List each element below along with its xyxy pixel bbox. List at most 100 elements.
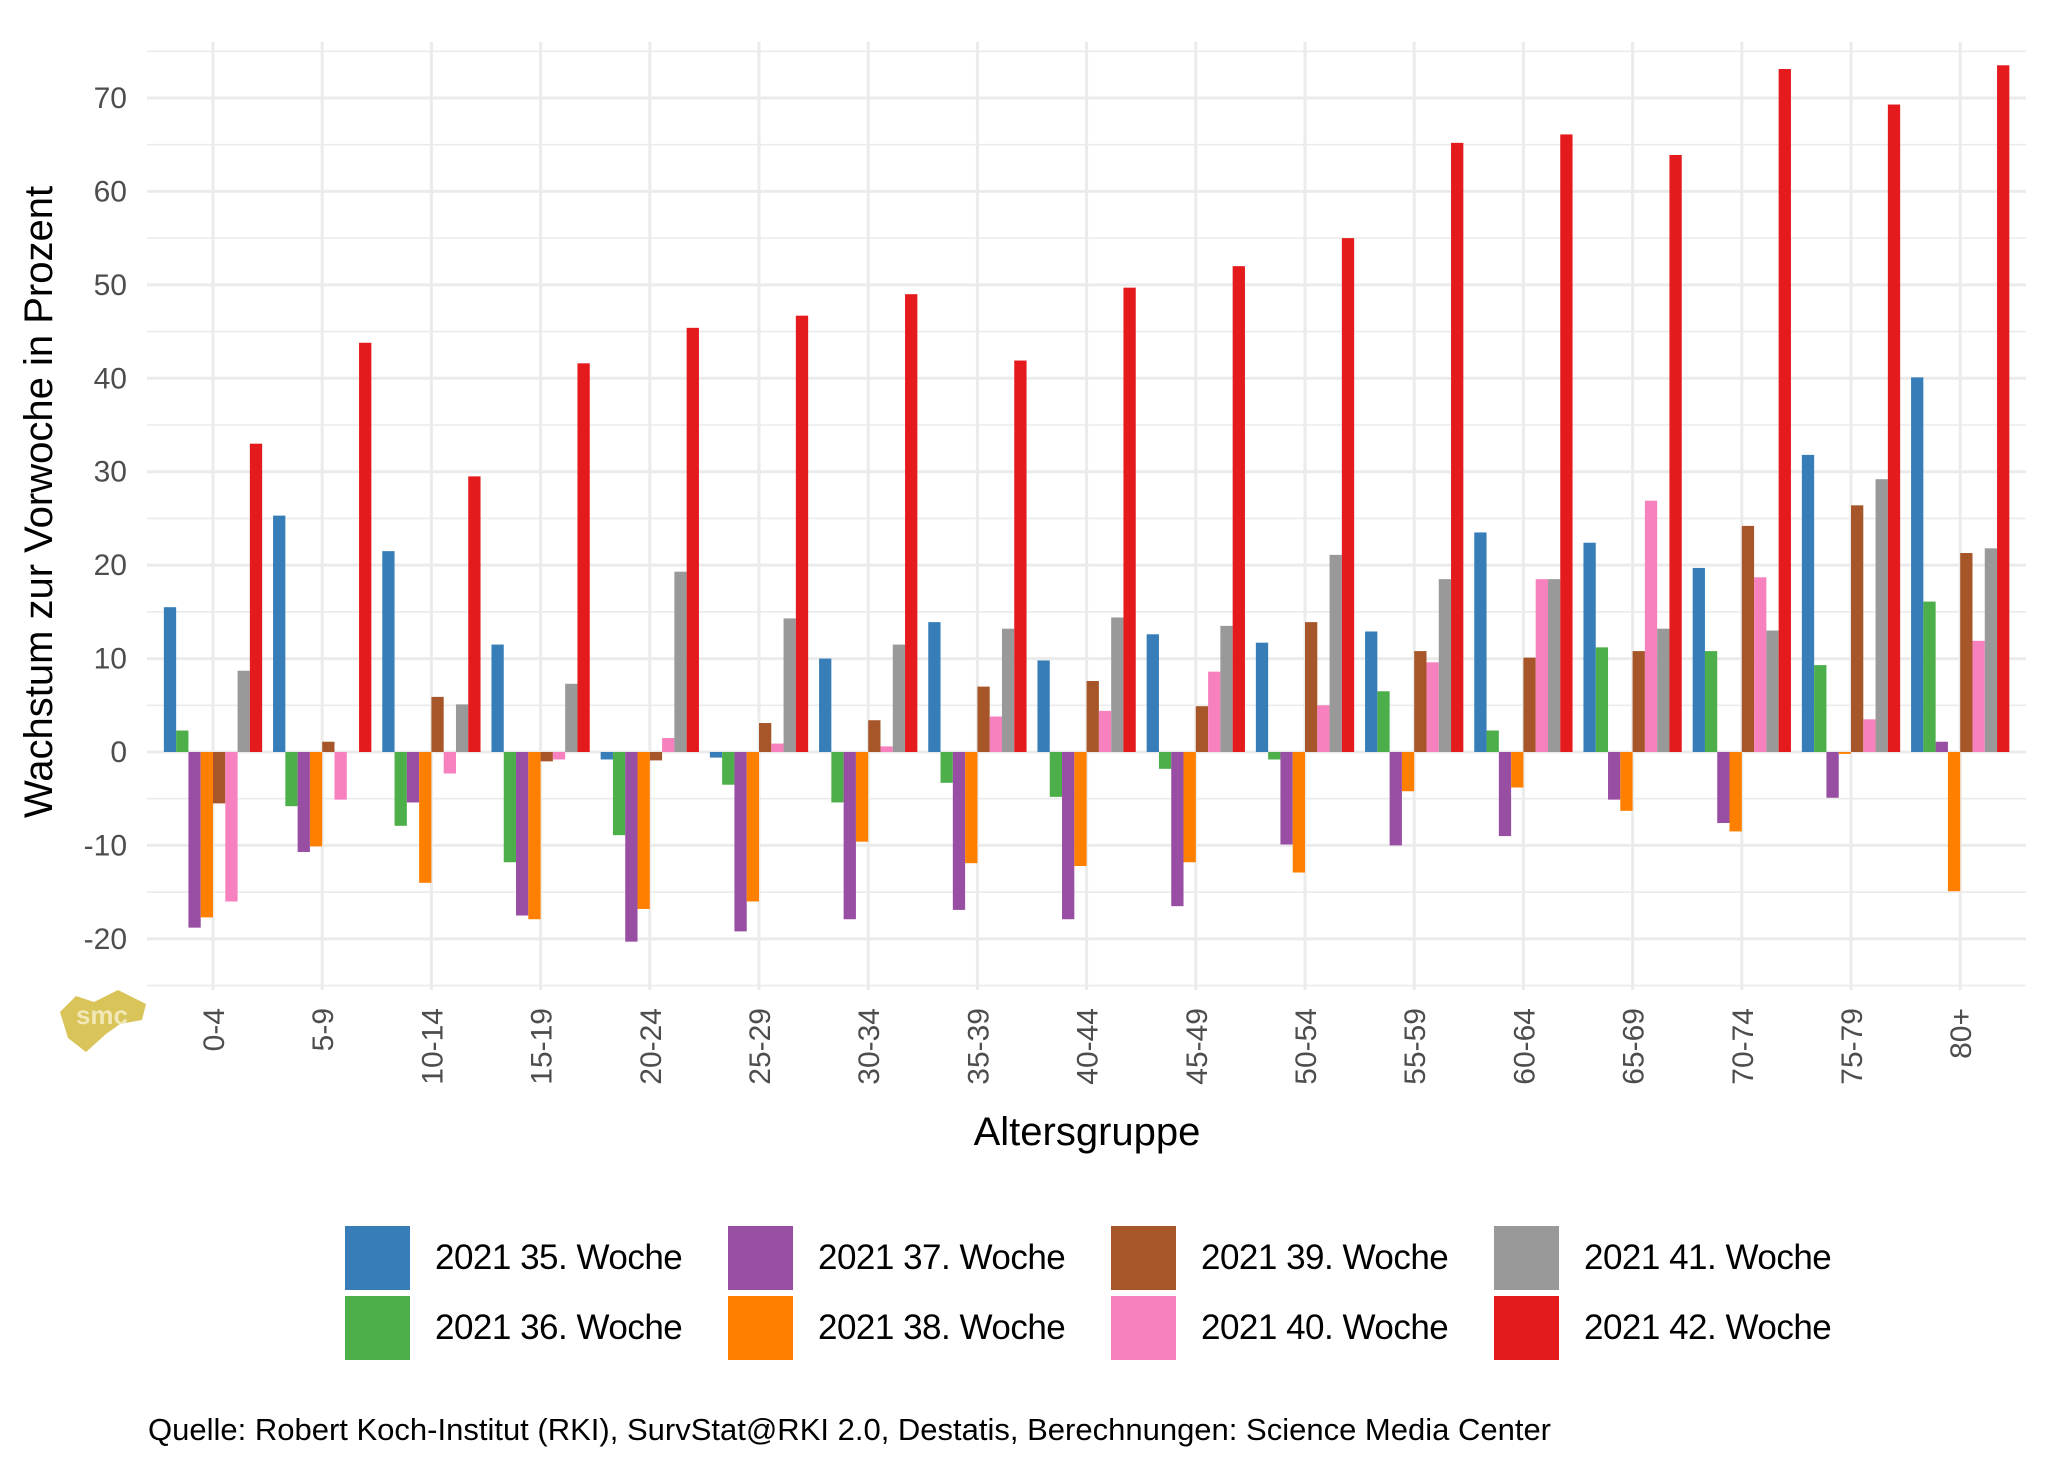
y-tick-label: 30	[94, 456, 127, 489]
bar-2021-39-50-54	[1305, 622, 1318, 752]
x-tick-label: 25-29	[744, 1008, 777, 1085]
x-tick-label: 5-9	[307, 1008, 340, 1051]
bar-2021-41-0-4	[237, 670, 250, 752]
bar-2021-37-60-64	[1498, 752, 1512, 837]
legend-label: 2021 41. Woche	[1584, 1238, 1832, 1277]
logo-text: smc	[76, 1000, 128, 1030]
bar-2021-36-20-24	[612, 752, 626, 836]
bar-2021-40-70-74	[1754, 577, 1767, 752]
bar-2021-37-5-9	[297, 752, 310, 852]
bar-2021-41-10-14	[455, 704, 469, 752]
bar-2021-37-65-69	[1608, 752, 1621, 800]
bar-2021-40-40-44	[1098, 710, 1112, 752]
legend-item: 2021 35. Woche	[345, 1223, 728, 1293]
bar-2021-40-35-39	[989, 716, 1002, 752]
legend-item: 2021 41. Woche	[1494, 1223, 1877, 1293]
legend-swatch	[345, 1226, 410, 1290]
bar-2021-42-50-54	[1341, 238, 1355, 752]
y-tick-label: 0	[110, 736, 127, 769]
x-tick-label: 45-49	[1181, 1008, 1214, 1085]
bar-2021-37-15-19	[516, 752, 529, 916]
bar-2021-39-10-14	[431, 696, 444, 752]
bar-2021-41-40-44	[1111, 617, 1124, 752]
bar-2021-40-30-34	[880, 746, 893, 752]
bar-2021-39-70-74	[1741, 525, 1755, 752]
bar-2021-35-0-4	[163, 607, 177, 752]
bar-2021-40-25-29	[771, 743, 784, 752]
bar-2021-40-65-69	[1644, 500, 1658, 752]
legend-label: 2021 42. Woche	[1584, 1308, 1832, 1347]
bar-2021-38-5-9	[309, 752, 323, 847]
y-axis-ticks: -20 -10 0 10 20 30 40 50 60 70	[84, 82, 127, 956]
bar-2021-41-70-74	[1766, 630, 1779, 752]
bar-2021-37-35-39	[952, 752, 966, 910]
bar-2021-41-20-24	[674, 571, 687, 752]
bar-2021-42-20-24	[686, 327, 699, 752]
x-tick-label: 55-59	[1399, 1008, 1432, 1085]
y-tick-label: 40	[94, 362, 127, 395]
bar-2021-38-55-59	[1401, 752, 1415, 792]
bar-2021-37-45-49	[1171, 752, 1184, 907]
bar-2021-35-80+	[1911, 377, 1924, 752]
legend-label: 2021 36. Woche	[435, 1308, 683, 1347]
bar-2021-37-20-24	[625, 752, 638, 942]
bar-2021-36-30-34	[831, 752, 844, 803]
bar-2021-40-75-79	[1863, 719, 1876, 752]
y-axis-title: Wachstum zur Vorwoche in Prozent	[17, 186, 61, 818]
bar-2021-40-15-19	[552, 752, 566, 760]
bar-2021-42-60-64	[1560, 134, 1573, 752]
legend-swatch	[728, 1226, 793, 1290]
bar-2021-40-10-14	[443, 752, 456, 774]
bar-2021-35-65-69	[1583, 542, 1596, 752]
x-tick-label: 60-64	[1508, 1008, 1541, 1085]
bar-2021-38-10-14	[419, 752, 432, 883]
bar-2021-37-55-59	[1389, 752, 1402, 846]
y-tick-label: 20	[94, 549, 127, 582]
bar-2021-35-25-29	[709, 752, 723, 758]
bar-2021-41-80+	[1984, 548, 1998, 752]
bar-2021-35-45-49	[1146, 634, 1159, 752]
bar-2021-42-35-39	[1014, 360, 1027, 752]
y-tick-label: 50	[94, 269, 127, 302]
bar-2021-39-45-49	[1195, 706, 1209, 752]
bar-2021-41-75-79	[1875, 479, 1888, 752]
bar-2021-35-70-74	[1692, 567, 1705, 752]
bar-2021-35-55-59	[1365, 631, 1378, 752]
bar-2021-36-35-39	[940, 752, 953, 783]
bar-2021-36-45-49	[1158, 752, 1172, 769]
bar-2021-39-75-79	[1851, 505, 1864, 752]
legend-swatch	[728, 1296, 793, 1360]
legend-item: 2021 38. Woche	[728, 1293, 1111, 1363]
bar-2021-42-25-29	[795, 315, 809, 752]
bar-2021-41-25-29	[783, 618, 796, 752]
legend-label: 2021 38. Woche	[818, 1308, 1066, 1347]
bar-2021-41-35-39	[1001, 628, 1015, 752]
bar-2021-38-60-64	[1511, 752, 1524, 788]
bar-2021-42-10-14	[468, 476, 481, 752]
smc-logo: smc	[58, 990, 150, 1059]
bar-2021-41-65-69	[1657, 628, 1670, 752]
bar-2021-36-80+	[1923, 601, 1936, 752]
bar-2021-35-35-39	[928, 622, 941, 752]
bar-2021-40-45-49	[1208, 671, 1221, 752]
bar-2021-36-50-54	[1268, 752, 1281, 760]
bar-2021-42-30-34	[905, 294, 918, 752]
bar-2021-41-30-34	[892, 644, 906, 752]
x-axis-ticks: 0-4 5-9 10-14 15-19 20-24 25-29 30-34 35-39 40-4…	[198, 1008, 1978, 1085]
bar-2021-40-55-59	[1426, 662, 1439, 752]
x-tick-label: 10-14	[416, 1008, 449, 1085]
bar-2021-35-15-19	[491, 644, 504, 752]
x-tick-label: 75-79	[1836, 1008, 1869, 1085]
legend-label: 2021 40. Woche	[1201, 1308, 1449, 1347]
bar-2021-37-40-44	[1062, 752, 1075, 920]
bar-2021-39-40-44	[1086, 680, 1099, 752]
logo-shape-icon	[60, 990, 146, 1052]
legend-swatch	[1111, 1296, 1176, 1360]
bar-2021-42-75-79	[1887, 104, 1901, 752]
bar-2021-37-25-29	[734, 752, 747, 932]
y-tick-label: -20	[84, 923, 127, 956]
legend-swatch	[1494, 1226, 1559, 1290]
bar-2021-38-20-24	[637, 752, 650, 909]
bar-2021-42-65-69	[1669, 154, 1682, 753]
